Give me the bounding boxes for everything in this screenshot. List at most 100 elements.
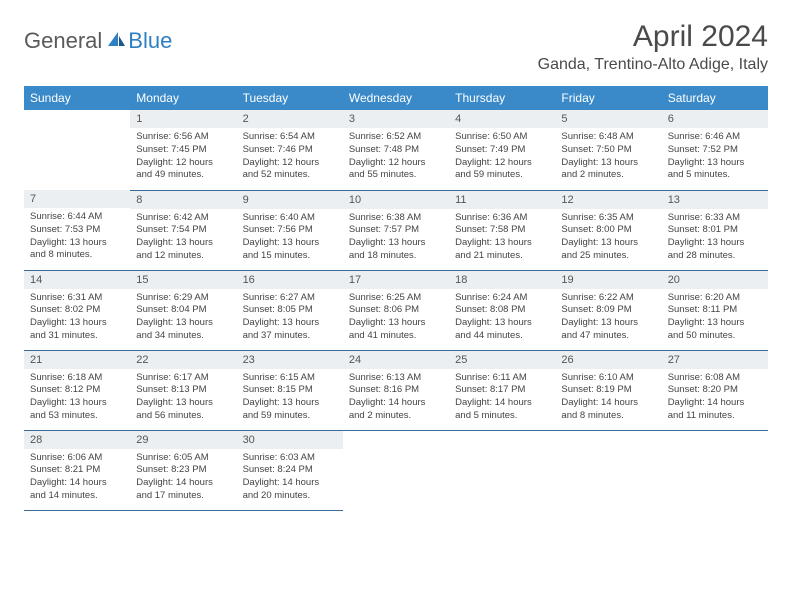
day-content: Sunrise: 6:36 AMSunset: 7:58 PMDaylight:… (449, 209, 555, 269)
day-number: 30 (237, 431, 343, 449)
day-content: Sunrise: 6:11 AMSunset: 8:17 PMDaylight:… (449, 369, 555, 429)
sunrise-text: Sunrise: 6:11 AM (455, 372, 549, 385)
day-content: Sunrise: 6:54 AMSunset: 7:46 PMDaylight:… (237, 128, 343, 188)
calendar-week-row: 28Sunrise: 6:06 AMSunset: 8:21 PMDayligh… (24, 430, 768, 510)
calendar-day-cell: 13Sunrise: 6:33 AMSunset: 8:01 PMDayligh… (662, 190, 768, 270)
sunset-text: Sunset: 8:09 PM (561, 304, 655, 317)
daylight-text: Daylight: 13 hours and 8 minutes. (30, 237, 124, 263)
day-number: 21 (24, 351, 130, 369)
sunset-text: Sunset: 7:56 PM (243, 224, 337, 237)
calendar-day-cell (24, 110, 130, 190)
title-block: April 2024 Ganda, Trentino-Alto Adige, I… (538, 20, 768, 74)
calendar-week-row: 1Sunrise: 6:56 AMSunset: 7:45 PMDaylight… (24, 110, 768, 190)
day-number: 10 (343, 191, 449, 209)
sunset-text: Sunset: 8:23 PM (136, 464, 230, 477)
day-content: Sunrise: 6:05 AMSunset: 8:23 PMDaylight:… (130, 449, 236, 509)
day-number: 4 (449, 110, 555, 128)
sunrise-text: Sunrise: 6:22 AM (561, 292, 655, 305)
day-number: 27 (662, 351, 768, 369)
sunset-text: Sunset: 7:49 PM (455, 144, 549, 157)
calendar-day-cell: 8Sunrise: 6:42 AMSunset: 7:54 PMDaylight… (130, 190, 236, 270)
daylight-text: Daylight: 13 hours and 44 minutes. (455, 317, 549, 343)
sunset-text: Sunset: 8:17 PM (455, 384, 549, 397)
calendar-day-cell: 2Sunrise: 6:54 AMSunset: 7:46 PMDaylight… (237, 110, 343, 190)
day-content: Sunrise: 6:17 AMSunset: 8:13 PMDaylight:… (130, 369, 236, 429)
sunset-text: Sunset: 7:46 PM (243, 144, 337, 157)
day-content: Sunrise: 6:15 AMSunset: 8:15 PMDaylight:… (237, 369, 343, 429)
calendar-day-cell: 5Sunrise: 6:48 AMSunset: 7:50 PMDaylight… (555, 110, 661, 190)
daylight-text: Daylight: 13 hours and 50 minutes. (668, 317, 762, 343)
sunset-text: Sunset: 8:15 PM (243, 384, 337, 397)
day-number: 13 (662, 191, 768, 209)
sunset-text: Sunset: 8:04 PM (136, 304, 230, 317)
day-number: 2 (237, 110, 343, 128)
sunrise-text: Sunrise: 6:13 AM (349, 372, 443, 385)
sunset-text: Sunset: 8:16 PM (349, 384, 443, 397)
sunset-text: Sunset: 8:01 PM (668, 224, 762, 237)
day-content: Sunrise: 6:06 AMSunset: 8:21 PMDaylight:… (24, 449, 130, 509)
calendar-day-cell: 15Sunrise: 6:29 AMSunset: 8:04 PMDayligh… (130, 270, 236, 350)
day-number: 28 (24, 431, 130, 449)
sunset-text: Sunset: 8:08 PM (455, 304, 549, 317)
sunrise-text: Sunrise: 6:29 AM (136, 292, 230, 305)
daylight-text: Daylight: 13 hours and 28 minutes. (668, 237, 762, 263)
day-number: 15 (130, 271, 236, 289)
sunset-text: Sunset: 8:20 PM (668, 384, 762, 397)
sunset-text: Sunset: 8:00 PM (561, 224, 655, 237)
day-content: Sunrise: 6:20 AMSunset: 8:11 PMDaylight:… (662, 289, 768, 349)
calendar-day-cell: 27Sunrise: 6:08 AMSunset: 8:20 PMDayligh… (662, 350, 768, 430)
day-number: 19 (555, 271, 661, 289)
sunset-text: Sunset: 7:53 PM (30, 224, 124, 237)
sunrise-text: Sunrise: 6:35 AM (561, 212, 655, 225)
day-content: Sunrise: 6:52 AMSunset: 7:48 PMDaylight:… (343, 128, 449, 188)
day-content: Sunrise: 6:46 AMSunset: 7:52 PMDaylight:… (662, 128, 768, 188)
daylight-text: Daylight: 14 hours and 20 minutes. (243, 477, 337, 503)
day-content: Sunrise: 6:10 AMSunset: 8:19 PMDaylight:… (555, 369, 661, 429)
day-content: Sunrise: 6:24 AMSunset: 8:08 PMDaylight:… (449, 289, 555, 349)
day-number: 26 (555, 351, 661, 369)
daylight-text: Daylight: 13 hours and 56 minutes. (136, 397, 230, 423)
sunrise-text: Sunrise: 6:42 AM (136, 212, 230, 225)
daylight-text: Daylight: 13 hours and 47 minutes. (561, 317, 655, 343)
sunrise-text: Sunrise: 6:31 AM (30, 292, 124, 305)
day-content: Sunrise: 6:44 AMSunset: 7:53 PMDaylight:… (24, 208, 130, 268)
calendar-table: SundayMondayTuesdayWednesdayThursdayFrid… (24, 86, 768, 511)
calendar-day-cell: 3Sunrise: 6:52 AMSunset: 7:48 PMDaylight… (343, 110, 449, 190)
weekday-header: Thursday (449, 86, 555, 110)
day-number: 1 (130, 110, 236, 128)
day-number: 29 (130, 431, 236, 449)
day-content: Sunrise: 6:03 AMSunset: 8:24 PMDaylight:… (237, 449, 343, 509)
calendar-week-row: 7Sunrise: 6:44 AMSunset: 7:53 PMDaylight… (24, 190, 768, 270)
day-number: 3 (343, 110, 449, 128)
daylight-text: Daylight: 13 hours and 18 minutes. (349, 237, 443, 263)
day-content: Sunrise: 6:35 AMSunset: 8:00 PMDaylight:… (555, 209, 661, 269)
logo-text-1: General (24, 28, 102, 54)
sunset-text: Sunset: 7:58 PM (455, 224, 549, 237)
calendar-day-cell: 11Sunrise: 6:36 AMSunset: 7:58 PMDayligh… (449, 190, 555, 270)
daylight-text: Daylight: 13 hours and 37 minutes. (243, 317, 337, 343)
day-content: Sunrise: 6:33 AMSunset: 8:01 PMDaylight:… (662, 209, 768, 269)
day-content: Sunrise: 6:40 AMSunset: 7:56 PMDaylight:… (237, 209, 343, 269)
daylight-text: Daylight: 13 hours and 31 minutes. (30, 317, 124, 343)
day-number: 14 (24, 271, 130, 289)
day-number: 7 (24, 190, 130, 208)
sunrise-text: Sunrise: 6:17 AM (136, 372, 230, 385)
sunrise-text: Sunrise: 6:54 AM (243, 131, 337, 144)
day-number: 20 (662, 271, 768, 289)
daylight-text: Daylight: 13 hours and 41 minutes. (349, 317, 443, 343)
sunrise-text: Sunrise: 6:18 AM (30, 372, 124, 385)
day-number: 18 (449, 271, 555, 289)
day-content: Sunrise: 6:48 AMSunset: 7:50 PMDaylight:… (555, 128, 661, 188)
day-content: Sunrise: 6:38 AMSunset: 7:57 PMDaylight:… (343, 209, 449, 269)
day-number: 6 (662, 110, 768, 128)
calendar-week-row: 14Sunrise: 6:31 AMSunset: 8:02 PMDayligh… (24, 270, 768, 350)
calendar-day-cell: 19 Sunrise: 6:22 AMSunset: 8:09 PMDayligh… (555, 270, 661, 350)
sunrise-text: Sunrise: 6:10 AM (561, 372, 655, 385)
calendar-day-cell (449, 430, 555, 510)
day-content: Sunrise: 6:27 AMSunset: 8:05 PMDaylight:… (237, 289, 343, 349)
calendar-day-cell: 18Sunrise: 6:24 AMSunset: 8:08 PMDayligh… (449, 270, 555, 350)
calendar-week-row: 21Sunrise: 6:18 AMSunset: 8:12 PMDayligh… (24, 350, 768, 430)
daylight-text: Daylight: 13 hours and 2 minutes. (561, 157, 655, 183)
sunrise-text: Sunrise: 6:36 AM (455, 212, 549, 225)
sunrise-text: Sunrise: 6:15 AM (243, 372, 337, 385)
